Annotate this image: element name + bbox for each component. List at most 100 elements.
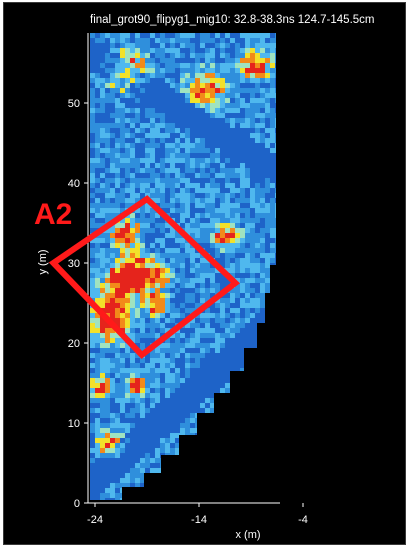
- heat-cell: [205, 443, 210, 448]
- heat-cell: [155, 153, 160, 158]
- heat-cell: [230, 108, 235, 113]
- heat-cell: [250, 98, 255, 103]
- heat-cell: [110, 43, 115, 48]
- heat-cell: [115, 278, 120, 283]
- heat-cell: [135, 233, 140, 238]
- heat-cell: [120, 368, 125, 373]
- heat-cell: [115, 463, 120, 468]
- heat-cell: [220, 173, 225, 178]
- heat-cell: [260, 398, 265, 403]
- y-axis-title: y (m): [37, 249, 49, 274]
- heat-cell: [200, 73, 205, 78]
- heat-cell: [170, 293, 175, 298]
- heat-cell: [90, 338, 95, 343]
- heat-cell: [90, 253, 95, 258]
- heat-cell: [255, 148, 260, 153]
- heat-cell: [190, 108, 195, 113]
- heat-cell: [200, 348, 205, 353]
- heat-cell: [255, 408, 260, 413]
- heat-cell: [270, 353, 275, 358]
- heat-cell: [250, 373, 255, 378]
- heat-cell: [230, 353, 235, 358]
- heat-cell: [115, 243, 120, 248]
- heat-cell: [150, 288, 155, 293]
- heat-cell: [150, 498, 155, 500]
- heat-cell: [95, 438, 100, 443]
- heat-cell: [210, 238, 215, 243]
- heat-cell: [140, 73, 145, 78]
- heat-cell: [115, 373, 120, 378]
- heat-cell: [195, 118, 200, 123]
- heat-cell: [275, 163, 276, 168]
- heat-cell: [220, 483, 225, 488]
- heat-cell: [215, 458, 220, 463]
- heat-cell: [190, 298, 195, 303]
- heat-cell: [165, 478, 170, 483]
- heat-cell: [270, 383, 275, 388]
- heat-cell: [205, 368, 210, 373]
- heat-cell: [120, 438, 125, 443]
- heat-cell: [190, 338, 195, 343]
- heat-cell: [100, 478, 105, 483]
- heat-cell: [180, 98, 185, 103]
- heat-cell: [185, 343, 190, 348]
- heat-cell: [100, 473, 105, 478]
- heat-cell: [155, 128, 160, 133]
- heat-cell: [230, 418, 235, 423]
- heat-cell: [155, 163, 160, 168]
- heat-cell: [110, 243, 115, 248]
- heat-cell: [225, 188, 230, 193]
- heat-cell: [115, 428, 120, 433]
- heat-cell: [250, 53, 255, 58]
- heat-cell: [250, 293, 255, 298]
- heat-cell: [90, 133, 95, 138]
- heat-cell: [190, 398, 195, 403]
- heat-cell: [130, 493, 135, 498]
- heat-cell: [195, 38, 200, 43]
- heat-cell: [220, 243, 225, 248]
- heat-cell: [210, 243, 215, 248]
- heat-cell: [155, 63, 160, 68]
- heat-cell: [110, 263, 115, 268]
- heat-cell: [140, 108, 145, 113]
- heat-cell: [105, 63, 110, 68]
- heat-cell: [205, 488, 210, 493]
- heat-cell: [155, 78, 160, 83]
- heat-cell: [130, 498, 135, 500]
- heat-cell: [255, 463, 260, 468]
- heat-cell: [240, 153, 245, 158]
- heat-cell: [250, 253, 255, 258]
- heat-cell: [170, 333, 175, 338]
- heat-cell: [110, 173, 115, 178]
- heat-cell: [130, 178, 135, 183]
- heat-cell: [275, 38, 276, 43]
- heat-cell: [240, 313, 245, 318]
- heat-cell: [210, 123, 215, 128]
- heat-cell: [235, 333, 240, 338]
- heat-cell: [180, 48, 185, 53]
- heat-cell: [180, 153, 185, 158]
- heat-cell: [225, 178, 230, 183]
- heat-cell: [135, 193, 140, 198]
- heat-cell: [200, 493, 205, 498]
- heat-cell: [145, 478, 150, 483]
- heat-cell: [100, 83, 105, 88]
- heat-cell: [100, 263, 105, 268]
- heat-cell: [170, 398, 175, 403]
- heat-cell: [215, 393, 220, 398]
- heat-cell: [170, 263, 175, 268]
- heat-cell: [135, 73, 140, 78]
- heat-cell: [215, 163, 220, 168]
- heat-cell: [265, 138, 270, 143]
- heat-cell: [145, 208, 150, 213]
- heat-cell: [230, 228, 235, 233]
- heat-cell: [135, 293, 140, 298]
- heat-cell: [105, 138, 110, 143]
- heat-cell: [140, 243, 145, 248]
- heat-cell: [200, 278, 205, 283]
- heat-cell: [180, 33, 185, 38]
- heat-cell: [225, 248, 230, 253]
- heat-cell: [275, 493, 276, 498]
- heat-cell: [260, 473, 265, 478]
- heat-cell: [225, 393, 230, 398]
